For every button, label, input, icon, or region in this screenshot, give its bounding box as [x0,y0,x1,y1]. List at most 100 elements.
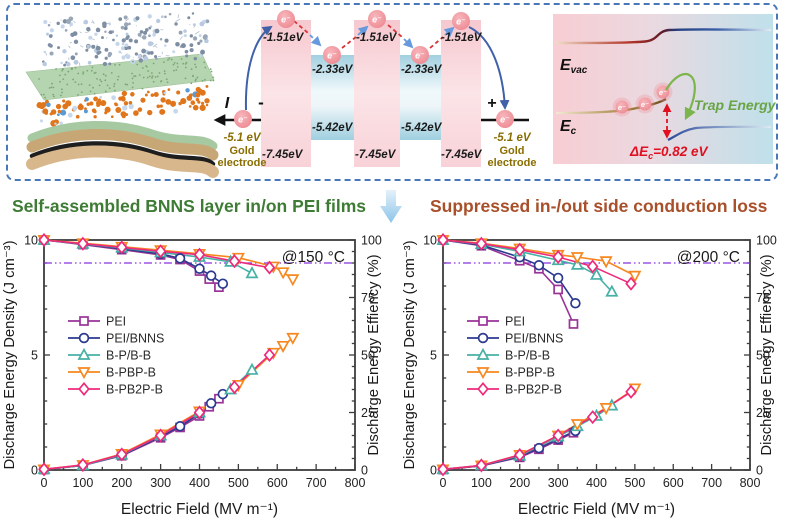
svg-text:PEI/BNNS: PEI/BNNS [505,332,563,346]
svg-text:B-PBP-B: B-PBP-B [505,366,555,380]
svg-text:100: 100 [361,234,382,248]
svg-text:200: 200 [111,476,132,490]
svg-text:800: 800 [345,476,366,490]
svg-text:e⁻: e⁻ [456,17,466,27]
bnns-pei-illustration [25,12,221,180]
svg-text:B-PB2P-B: B-PB2P-B [505,383,562,397]
svg-text:PEI: PEI [106,315,126,329]
pei-homo-label: -7.45eV [262,149,304,161]
bnns-vb-label: -5.42eV [401,122,443,134]
pei-film-slab [32,125,213,172]
svg-text:e⁻: e⁻ [327,51,337,61]
svg-text:400: 400 [189,476,210,490]
ec-label: Ec [560,118,577,137]
svg-text:e⁻: e⁻ [238,115,248,125]
pei-column [354,20,400,167]
svg-text:e⁻: e⁻ [618,103,626,112]
current-label: I [225,95,230,112]
svg-text:PEI/BNNS: PEI/BNNS [106,332,164,346]
svg-text:0: 0 [361,464,368,478]
evac-curve [555,28,772,45]
svg-text:Gold: Gold [229,145,254,157]
svg-text:75: 75 [756,291,770,305]
pei-lumo-label: -1.51eV [441,32,483,44]
svg-text:600: 600 [663,476,684,490]
svg-text:0: 0 [430,464,437,478]
svg-text:600: 600 [267,476,288,490]
svg-text:75: 75 [361,291,375,305]
electron-collection-arrow [468,26,510,110]
svg-text:Discharge Energy Effiency (%): Discharge Energy Effiency (%) [759,254,775,455]
svg-text:700: 700 [701,476,722,490]
svg-text:25: 25 [756,406,770,420]
trapped-electrons: e⁻ e⁻ e⁻ [612,82,673,117]
svg-text:B-P/B-B: B-P/B-B [505,349,550,363]
svg-text:5: 5 [31,349,38,363]
section-title-right: Suppressed in-/out side conduction loss [430,196,768,216]
svg-text:Electric Field (MV m⁻¹): Electric Field (MV m⁻¹) [121,501,278,518]
svg-text:0: 0 [440,476,447,490]
svg-text:B-PBP-B: B-PBP-B [106,366,156,380]
pei-column [261,20,311,167]
trap-energy-arrow [665,72,696,121]
band-diagram: e⁻ e⁻ e⁻ e⁻ e⁻ e⁻ e⁻ -1.51eV -1.51eV -1.… [213,10,537,169]
svg-text:B-P/B-B: B-P/B-B [106,349,151,363]
chart-200c: 0 100 200 300 400 500 600 700 80005100255075100P… [402,232,777,518]
svg-text:100: 100 [72,476,93,490]
svg-text:300: 300 [150,476,171,490]
trap-energy-label: Trap Energy [694,97,777,113]
ec-left-curve [555,98,667,115]
svg-text:25: 25 [361,406,375,420]
svg-text:e⁻: e⁻ [415,51,425,61]
pei-lumo-label: -1.51eV [356,32,398,44]
svg-text:e⁻: e⁻ [641,100,649,109]
bnns-column [311,55,354,140]
svg-text:electrode: electrode [218,157,267,169]
svg-text:B-PB2P-B: B-PB2P-B [106,383,163,397]
pei-column [441,20,481,167]
svg-text:Discharge Energy Effiency (%): Discharge Energy Effiency (%) [366,254,382,455]
svg-text:Discharge Energy Density (J cm: Discharge Energy Density (J cm⁻³) [402,240,418,469]
left-gold-electrode-label: -5.1 eV Gold electrode [218,132,267,169]
svg-text:0: 0 [31,464,38,478]
svg-text:100: 100 [471,476,492,490]
svg-text:Gold: Gold [499,145,524,157]
minus-sign: - [258,93,264,112]
evac-label: Evac [560,57,588,76]
svg-text:5: 5 [430,349,437,363]
bnns-column [400,55,441,140]
svg-text:400: 400 [586,476,607,490]
svg-text:Discharge Energy Density (J cm: Discharge Energy Density (J cm⁻³) [2,240,18,469]
svg-text:50: 50 [361,349,375,363]
svg-text:0: 0 [41,476,48,490]
section-title-left: Self-assembled BNNS layer in/on PEI film… [12,196,366,216]
svg-text:500: 500 [228,476,249,490]
hopping-arrows [293,20,455,49]
svg-text:@200 °C: @200 °C [677,249,740,266]
pei-lumo-label: -1.51eV [263,32,305,44]
bnns-vb-label: -5.42eV [312,122,354,134]
electrons: e⁻ e⁻ e⁻ e⁻ e⁻ e⁻ e⁻ [234,10,514,128]
svg-text:PEI: PEI [505,315,525,329]
chart-150c: 0 100 200 300 400 500 600 700 80005100255075100P… [2,232,382,518]
bnns-sheet [25,53,215,101]
pei-homo-label: -7.45eV [441,149,483,161]
ec-right-curve [667,125,772,141]
bnns-cb-label: -2.33eV [312,64,354,76]
svg-text:e⁻: e⁻ [281,15,291,25]
svg-text:50: 50 [756,349,770,363]
svg-text:Electric Field (MV m⁻¹): Electric Field (MV m⁻¹) [518,501,675,518]
svg-text:800: 800 [740,476,761,490]
band-energy-panel: e⁻ e⁻ e⁻ Evac Ec Trap Energy ΔEc=0.82 eV [553,14,777,164]
svg-text:200: 200 [509,476,530,490]
bnns-cb-label: -2.33eV [401,64,443,76]
svg-text:0: 0 [756,464,763,478]
right-gold-electrode-label: -5.1 eV Gold electrode [488,132,537,169]
svg-text:e⁻: e⁻ [500,115,510,125]
svg-text:@150 °C: @150 °C [282,249,345,266]
svg-text:e⁻: e⁻ [659,88,667,97]
electron-injection-arrow [244,25,273,111]
pei-homo-label: -7.45eV [355,149,397,161]
plus-sign: + [487,95,496,112]
svg-text:10: 10 [423,234,437,248]
